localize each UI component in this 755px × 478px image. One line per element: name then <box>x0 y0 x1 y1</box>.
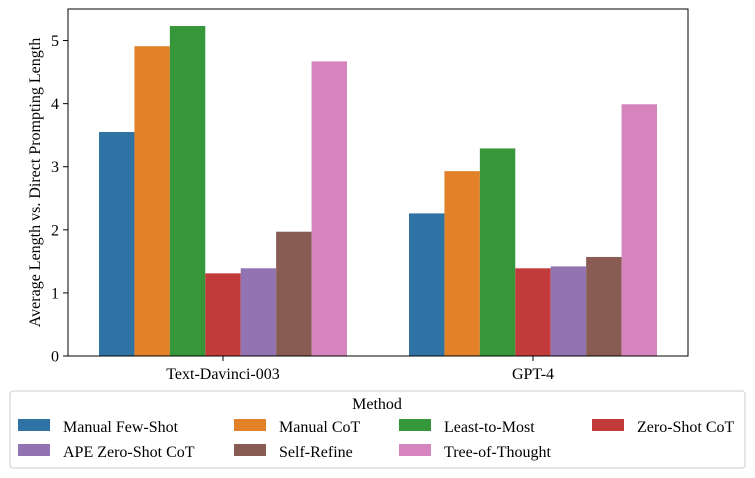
bar-self-refine-0 <box>276 231 312 356</box>
bar-zero-shot-cot-0 <box>205 273 241 356</box>
legend-swatch-self-refine <box>234 444 266 456</box>
legend-label-tree-of-thought: Tree-of-Thought <box>444 444 552 461</box>
legend-label-ape-zero-shot-cot: APE Zero-Shot CoT <box>63 444 195 461</box>
bar-ape-zero-shot-cot-0 <box>240 268 277 356</box>
legend-swatch-least-to-most <box>399 419 431 431</box>
y-tick-label: 4 <box>51 96 59 113</box>
y-tick-label: 2 <box>51 222 59 239</box>
legend-frame <box>9 390 746 469</box>
bar-least-to-most-1 <box>479 148 516 356</box>
x-axis: Text-Davinci-003 GPT-4 <box>166 356 554 383</box>
legend-swatch-zero-shot-cot <box>592 419 624 431</box>
plot-frame <box>67 8 689 357</box>
y-tick-label: 5 <box>51 33 59 50</box>
bar-manual-few-shot-1 <box>409 213 445 356</box>
y-tick-label: 1 <box>51 285 59 302</box>
bar-ape-zero-shot-cot-1 <box>550 266 587 356</box>
legend-swatch-tree-of-thought <box>399 444 431 456</box>
legend-swatch-ape-zero-shot-cot <box>18 444 50 456</box>
x-tick-label: Text-Davinci-003 <box>166 366 280 383</box>
legend: Method Manual Few-Shot Manual CoT Least-to… <box>9 390 746 469</box>
legend-label-manual-few-shot: Manual Few-Shot <box>63 419 179 436</box>
bar-manual-cot-0 <box>134 46 170 356</box>
legend-label-manual-cot: Manual CoT <box>279 419 361 436</box>
bar-tree-of-thought-0 <box>311 61 347 357</box>
bar-least-to-most-0 <box>169 26 206 357</box>
bar-tree-of-thought-1 <box>621 104 657 357</box>
legend-swatch-manual-cot <box>234 419 266 431</box>
legend-title: Method <box>352 396 402 413</box>
legend-label-zero-shot-cot: Zero-Shot CoT <box>637 419 735 436</box>
y-axis: 0 1 2 3 4 5 <box>51 33 68 366</box>
bar-manual-few-shot-0 <box>99 132 135 356</box>
legend-swatch-manual-few-shot <box>18 419 50 431</box>
y-tick-label: 3 <box>51 159 59 176</box>
y-axis-label: Average Length vs. Direct Prompting Leng… <box>27 38 44 327</box>
legend-label-least-to-most: Least-to-Most <box>444 419 535 436</box>
x-tick-label: GPT-4 <box>512 366 554 383</box>
y-tick-label: 0 <box>51 349 59 366</box>
bar-manual-cot-1 <box>444 171 480 356</box>
bar-self-refine-1 <box>586 256 622 356</box>
bars-layer <box>99 26 657 357</box>
bar-zero-shot-cot-1 <box>515 268 551 356</box>
legend-label-self-refine: Self-Refine <box>279 444 353 461</box>
